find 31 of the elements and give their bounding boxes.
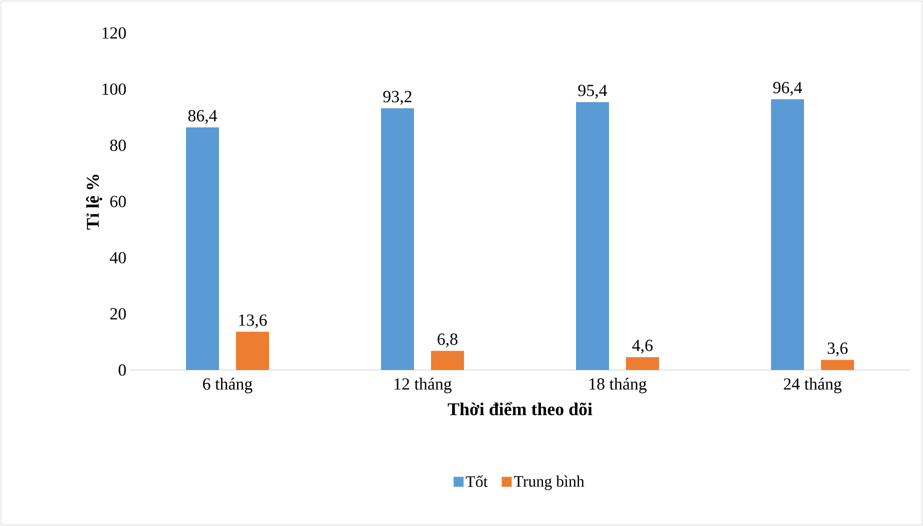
bar <box>236 332 270 370</box>
y-axis-title: Tỉ lệ % <box>86 174 102 230</box>
data-label: 13,6 <box>239 314 267 328</box>
data-label: 96,4 <box>773 82 802 96</box>
bar <box>771 99 804 370</box>
x-tick-label: 12 tháng <box>394 378 452 394</box>
y-tick-label: 120 <box>102 27 126 39</box>
data-label: 6,8 <box>438 334 458 348</box>
y-tick-label: 60 <box>110 196 126 208</box>
x-tick-label: 18 tháng <box>590 378 647 394</box>
data-label: 93,2 <box>383 90 412 105</box>
y-tick-label: 40 <box>110 252 126 264</box>
x-axis-title: Thời điểm theo dõi <box>448 402 592 416</box>
x-tick-label: 6 tháng <box>203 378 252 394</box>
y-tick-label: 80 <box>110 140 126 152</box>
data-label: 4,6 <box>632 340 653 354</box>
data-label: 95,4 <box>578 84 608 99</box>
data-label: 3,6 <box>828 342 848 356</box>
y-tick-label: 0 <box>118 364 126 376</box>
bar <box>626 357 660 370</box>
y-tick-label: 20 <box>110 308 126 320</box>
bar <box>381 108 414 370</box>
x-tick-label: 24 tháng <box>784 378 842 394</box>
legend-label: Trung bình <box>514 476 584 490</box>
data-label: 86,4 <box>188 110 218 124</box>
legend-label: Tốt <box>466 475 488 487</box>
bar <box>821 360 854 370</box>
bar <box>186 127 219 370</box>
y-tick-label: 100 <box>102 83 126 95</box>
bar <box>576 102 610 370</box>
bar <box>431 350 464 370</box>
